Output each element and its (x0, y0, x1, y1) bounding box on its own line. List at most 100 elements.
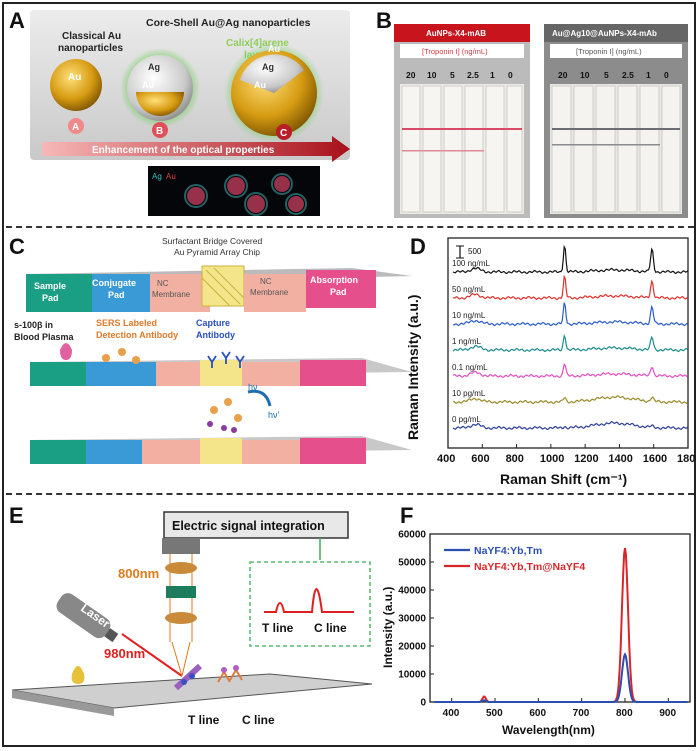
label-circle-a (68, 118, 84, 134)
raman-ylabel: Raman Intensity (a.u.) (405, 295, 421, 440)
raman-xtick-label: 1800 (677, 453, 696, 465)
cassette-right-strips (551, 85, 681, 213)
raman-chart: Raman Intensity (a.u.) Raman Shift (cm⁻¹… (405, 237, 696, 487)
eds-ag-label: Ag (152, 172, 162, 181)
label-c: C (280, 128, 287, 139)
emission-series-line (434, 652, 688, 703)
blood-plasma-2: Blood Plasma (14, 332, 75, 342)
strip-t-line: T line (188, 713, 220, 727)
particle-c-ag: Ag (262, 62, 274, 72)
cassette-left-strips (401, 85, 523, 213)
raman-xlabel: Raman Shift (cm⁻¹) (500, 471, 627, 487)
strip-c-line: C line (242, 713, 275, 727)
raman-xtick-label: 1000 (540, 453, 564, 465)
blood-plasma-1: s-100β in (14, 320, 53, 330)
particle-c-au-top: Au (268, 44, 280, 54)
classical-au-label-2: nanoparticles (58, 43, 123, 54)
separator-bottom (6, 493, 694, 495)
conc-right-0: 20 (558, 70, 568, 80)
hv-scattered: hν' (268, 410, 280, 420)
cassette-right-header (544, 24, 688, 42)
raman-series-line (452, 395, 688, 405)
emission-xtick-label: 700 (573, 708, 590, 719)
raman-plot-frame (447, 237, 689, 449)
panel-letter-b: B (376, 8, 392, 33)
laser-beam (121, 633, 183, 677)
conjugate-pad-1: Conjugate (92, 278, 136, 288)
emission-ytick-label: 0 (420, 698, 426, 709)
separator-top (6, 226, 694, 228)
eds-particles (184, 173, 307, 216)
raman-series-label: 100 ng/mL (452, 259, 490, 268)
raman-series-label: 10 ng/mL (452, 311, 486, 320)
absorption-pad-2: Pad (330, 287, 347, 297)
conc-left-1: 10 (427, 70, 437, 80)
nc-membrane-2b: Membrane (250, 288, 289, 297)
emission-xtick-label: 500 (486, 708, 503, 719)
raman-xtick-label: 1200 (574, 453, 598, 465)
strip-1 (26, 265, 412, 312)
raman-series-line (453, 302, 688, 327)
emission-xtick-label: 800 (616, 708, 633, 719)
strip-2 (30, 343, 412, 386)
sample-drop (71, 666, 85, 684)
conjugate-pad-2: Pad (108, 290, 125, 300)
calix-label-1: Calix[4]arene (226, 38, 289, 49)
panel-b: AuNPs-X4-mAB [Troponin I] (ng/mL) 20 10 … (394, 24, 688, 218)
panel-c: Surfactant Bridge Covered Au Pyramid Arr… (14, 236, 412, 464)
panel-a: Classical Au nanoparticles Core-Shell Au… (30, 10, 350, 216)
raman-series-label: 0.1 ng/mL (452, 363, 488, 372)
raman-series-label: 1 ng/mL (452, 337, 481, 346)
emission-ytick-label: 30000 (398, 614, 426, 625)
hv-incident: hν (248, 382, 258, 392)
c-line-antibodies (217, 665, 243, 683)
detector (162, 538, 200, 554)
emission-ytick-label: 20000 (398, 642, 426, 653)
conc-left-0: 20 (406, 70, 416, 80)
emission-xlabel: Wavelength(nm) (502, 723, 595, 737)
cassette-left-subheader: [Troponin I] (ng/mL) (422, 47, 488, 56)
eds-au-label: Au (166, 172, 176, 181)
panel-letter-e: E (9, 503, 24, 528)
panel-e: Electric signal integration 800nm T line… (11, 511, 373, 727)
emission-xtick-label: 900 (659, 708, 676, 719)
sample-pad-2: Pad (42, 293, 59, 303)
signal-box-title: Electric signal integration (172, 519, 325, 533)
cassette-left-concentrations: 20 10 5 2.5 1 0 (406, 70, 513, 80)
particle-c-ag-layer (240, 54, 304, 93)
enhancement-arrow (42, 136, 350, 162)
cassette-left-header (394, 24, 530, 42)
raman-xtick-label: 800 (506, 453, 524, 465)
raman-series-label: 50 ng/mL (452, 285, 486, 294)
emission-legend-label: NaYF4:Yb,Tm (474, 545, 542, 557)
cassette-right-subheader: [Troponin I] (ng/mL) (576, 47, 642, 56)
emission-chart: 400 500 600 700 800 900 0 10000 20000 30000 40000 5… (381, 530, 691, 737)
panel-letter-f: F (400, 503, 414, 528)
raman-scale-label: 500 (468, 247, 482, 256)
nc-membrane-2a: NC (260, 277, 272, 286)
panel-letter-a: A (9, 8, 25, 33)
sample-pad-1: Sample (34, 281, 66, 291)
raman-xtick-label: 1400 (608, 453, 632, 465)
panel-letter-c: C (9, 234, 25, 259)
emission-legend-label: NaYF4:Yb,Tm@NaYF4 (474, 561, 585, 573)
chip-label-2: Au Pyramid Array Chip (174, 247, 260, 257)
wl-800: 800nm (118, 566, 159, 581)
particle-b-au: Au (142, 80, 154, 90)
emission-xtick-label: 400 (443, 708, 460, 719)
conc-right-4: 1 (646, 70, 651, 80)
particle-a-au: Au (68, 72, 81, 83)
classical-au-label-1: Classical Au (62, 31, 121, 42)
conc-left-3: 2.5 (467, 70, 479, 80)
raman-series-line (452, 244, 689, 275)
optics (165, 554, 197, 642)
cassette-right-concentrations: 20 10 5 2.5 1 0 (558, 70, 669, 80)
conc-left-5: 0 (508, 70, 513, 80)
conc-right-2: 5 (604, 70, 609, 80)
t-line-antibodies (173, 663, 203, 691)
emission-ytick-label: 10000 (398, 670, 426, 681)
laser-device (56, 593, 119, 643)
wl-980: 980nm (104, 646, 145, 661)
capture-label-2: Antibody (196, 330, 235, 340)
